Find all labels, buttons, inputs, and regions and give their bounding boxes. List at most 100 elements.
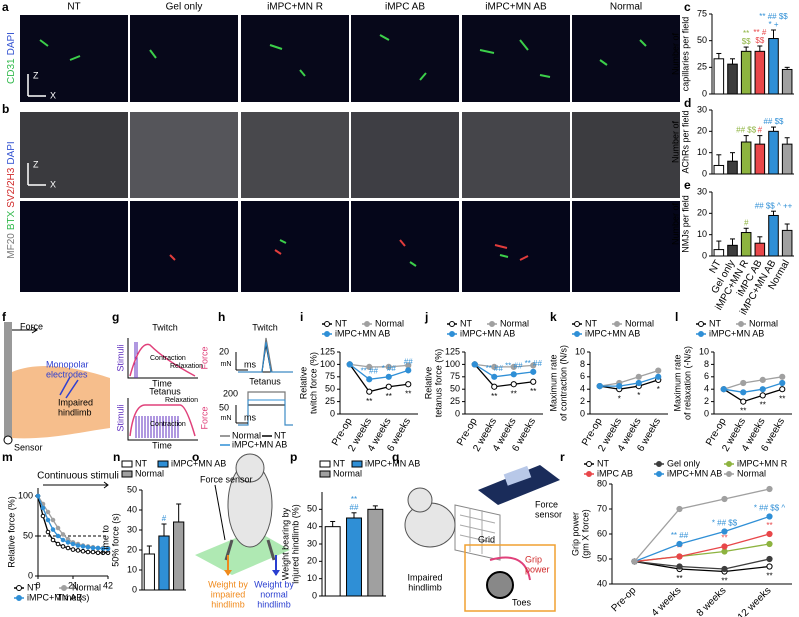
marker (740, 398, 747, 405)
y-axis-label: Maximum rate (548, 354, 558, 411)
annotation: # (758, 126, 763, 135)
y-tick-label: 0 (702, 88, 707, 98)
y-tick-label: 25 (325, 396, 335, 406)
column-header: iMPC+MN R (267, 2, 323, 13)
diagram-q (404, 465, 560, 612)
y-tick-label: 10 (697, 229, 707, 239)
y-tick-label: 4 (580, 384, 585, 394)
marker (766, 530, 773, 538)
y-tick-label: 50 (597, 553, 607, 563)
marker (366, 388, 373, 395)
x-tick-label: 0 (35, 580, 40, 590)
y-tick-label: 30 (697, 186, 707, 196)
annotation: ** (721, 534, 727, 543)
row-label: CD31 DAPI (6, 32, 17, 84)
diagram-o (195, 453, 290, 576)
x-tick-label: 42 (103, 580, 113, 590)
panel-letter: k (550, 310, 557, 324)
label: power (525, 564, 550, 574)
bar (768, 214, 779, 257)
panel-letter: b (2, 102, 9, 116)
legend-marker (698, 331, 704, 337)
y-tick-label: 6 (580, 371, 585, 381)
marker (40, 513, 46, 519)
label: Tetanus (149, 386, 181, 396)
y-axis-label: NMJs per field (680, 195, 690, 253)
bar (713, 164, 725, 175)
marker (385, 383, 392, 390)
y-tick-label: 0 (132, 584, 137, 594)
y-axis-label: Relative (298, 367, 308, 400)
marker (70, 547, 76, 552)
marker (766, 563, 773, 570)
bar (740, 232, 752, 257)
bar (781, 229, 793, 257)
legend-marker (698, 321, 704, 327)
column-header: iMPC AB (385, 2, 425, 13)
marker (75, 548, 81, 553)
label: Grid (478, 534, 495, 544)
marker (385, 373, 392, 380)
legend-label: iMPC+MN AB (232, 439, 287, 449)
bar (727, 244, 738, 257)
marker (55, 533, 61, 539)
legend-label: Normal (232, 430, 261, 440)
marker (491, 383, 498, 390)
legend-marker (324, 331, 330, 337)
label: Twitch (152, 322, 178, 332)
label: Contraction (150, 355, 186, 362)
y-tick-label: 80 (597, 478, 607, 488)
series-line (634, 488, 770, 562)
series-line (599, 369, 659, 387)
y-tick-label: 50 (325, 384, 335, 394)
y-tick-label: 40 (597, 578, 607, 588)
bar (781, 143, 793, 175)
y-axis-label: capillaries per field (680, 17, 690, 92)
diagram-g (127, 338, 198, 441)
marker (759, 376, 766, 383)
y-tick-label: 40 (307, 521, 317, 531)
legend-marker (574, 321, 580, 327)
y-tick-label: 8 (704, 359, 709, 369)
stain: MF20 (6, 233, 17, 259)
y-tick-label: 50 (307, 504, 317, 514)
legend-marker (656, 461, 662, 467)
label: Relaxation (165, 397, 198, 404)
axis-z: Z (33, 70, 39, 80)
panel-letter: a (2, 0, 9, 14)
y-tick-label: 75 (697, 8, 707, 18)
legend-marker (614, 321, 620, 327)
label: Monopolar (46, 359, 89, 369)
label: Twitch (252, 322, 278, 332)
label: impaired (211, 589, 246, 599)
column-header: Normal (610, 2, 642, 13)
marker (100, 546, 106, 552)
bar (754, 143, 766, 175)
label: normal (260, 589, 288, 599)
marker (759, 386, 766, 393)
marker (721, 495, 728, 503)
y-tick-label: 0 (704, 408, 709, 418)
bar (346, 517, 362, 597)
label: 50 (219, 402, 229, 412)
arrow (43, 481, 109, 489)
legend-marker (726, 461, 732, 467)
y-tick-label: 50 (23, 530, 33, 540)
label: electrodes (46, 369, 88, 379)
legend-label: Normal (737, 468, 766, 478)
annotation: $$ (755, 36, 764, 45)
label: Force (535, 499, 558, 509)
annotation: ** (405, 389, 411, 398)
label: hindlimb (58, 407, 92, 417)
y-tick-label: 40 (127, 504, 137, 514)
axis-x: X (50, 90, 56, 100)
legend-marker (16, 595, 22, 601)
annotation: * (657, 385, 660, 394)
marker (80, 544, 86, 549)
marker (85, 549, 91, 555)
y-tick-label: 30 (127, 524, 137, 534)
marker (55, 525, 61, 531)
marker (45, 529, 51, 535)
annotation: ** (491, 392, 497, 401)
y-axis-label: injured hindlimb (%) (290, 504, 300, 584)
